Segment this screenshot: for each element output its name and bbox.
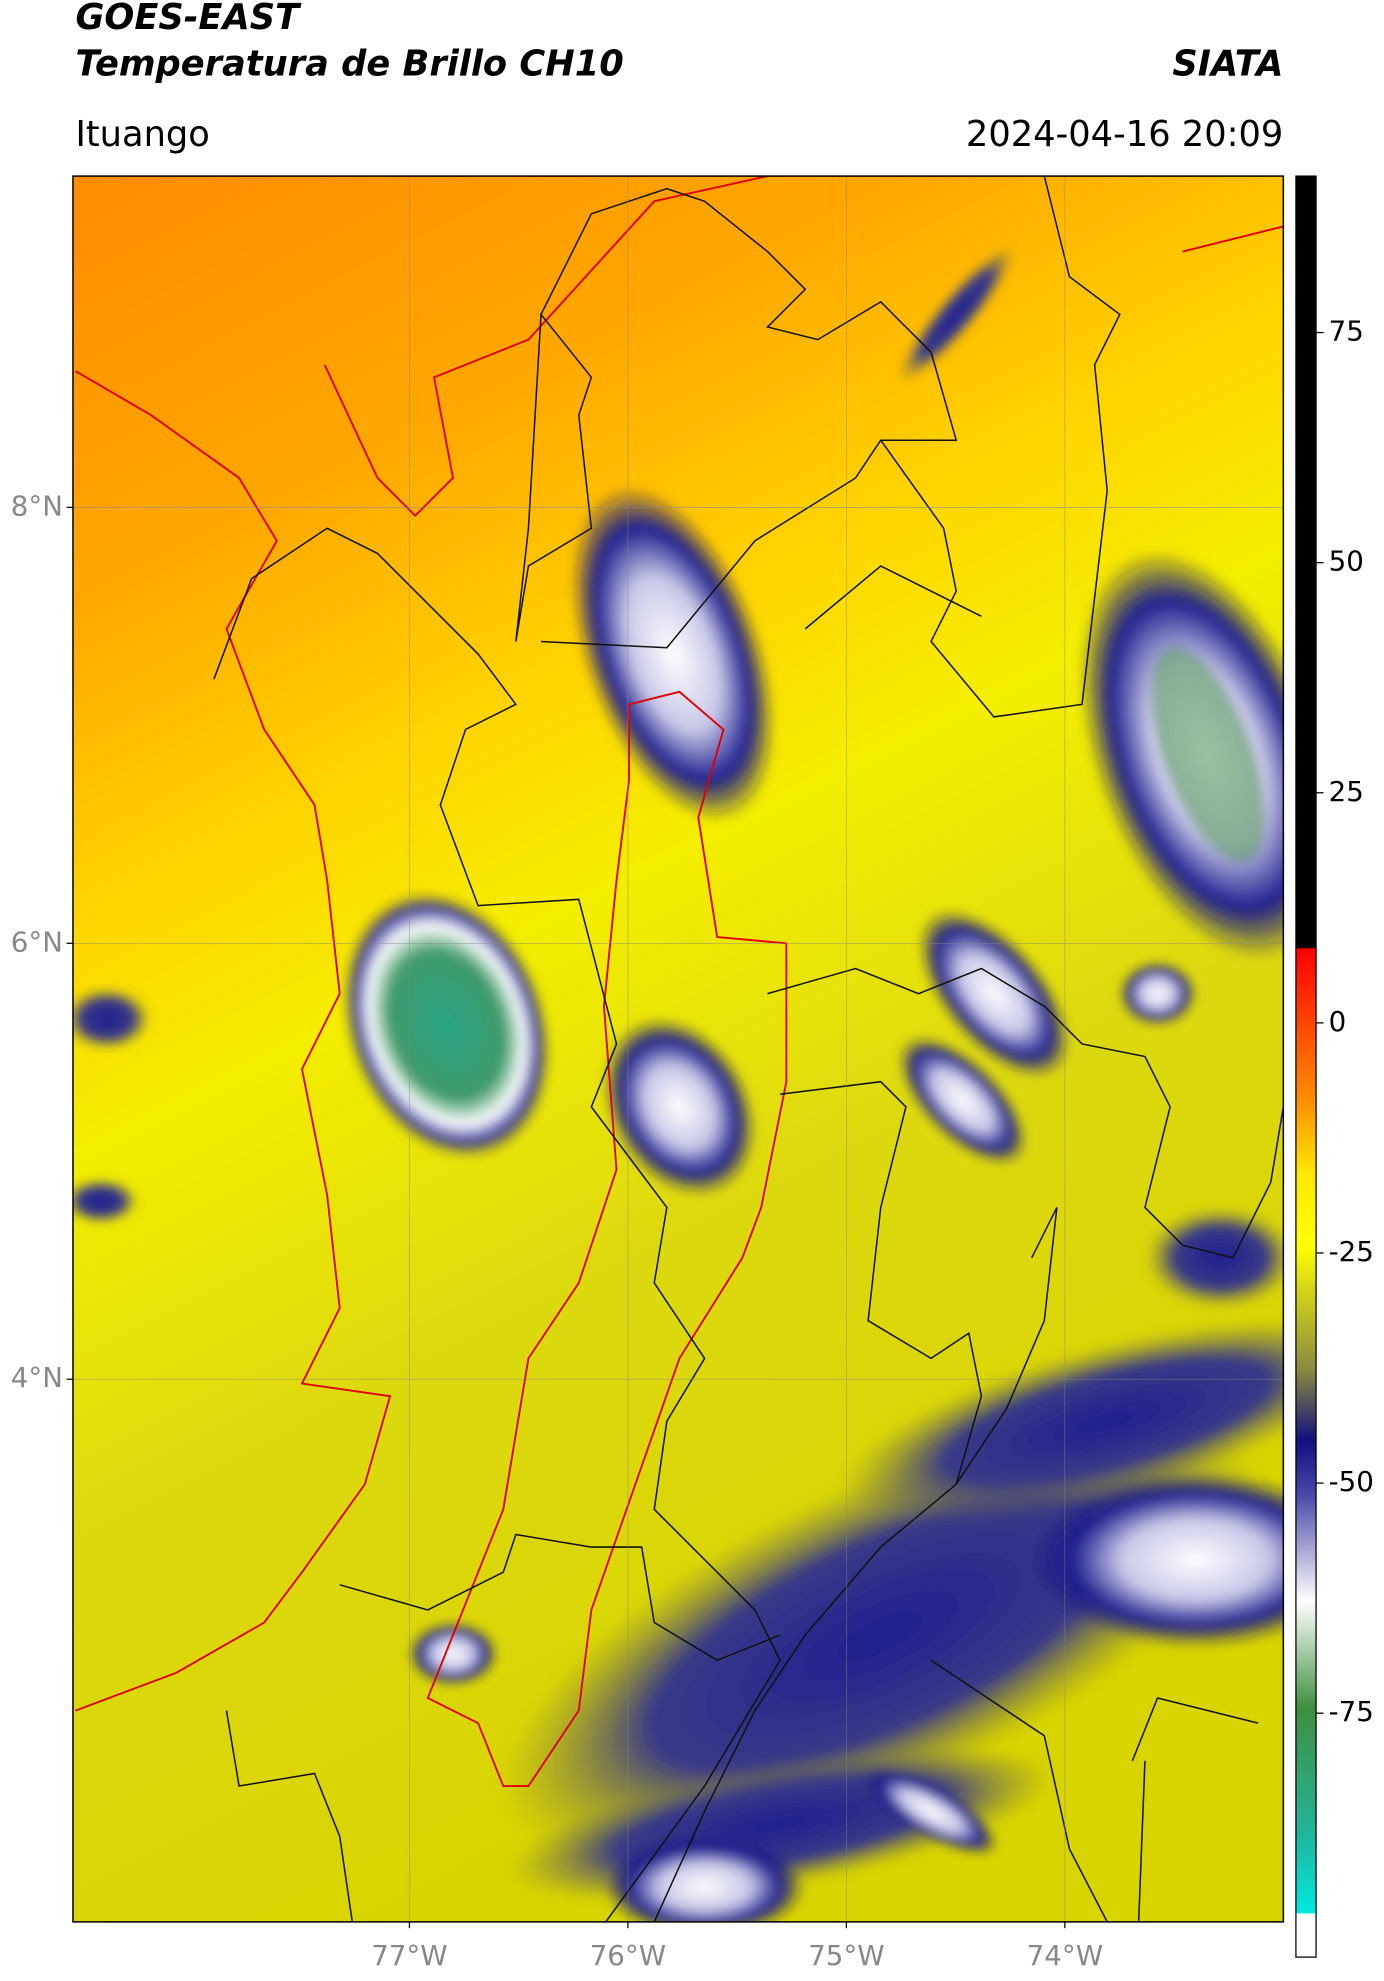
colorbar-label: -75 (1329, 1695, 1374, 1728)
colorbar-label: 50 (1329, 545, 1364, 578)
grid (72, 176, 1284, 1922)
lon-label: 76°W (590, 1939, 666, 1972)
colorbar-label: 25 (1329, 775, 1364, 808)
lat-label: 8°N (11, 489, 63, 522)
lat-label: 4°N (11, 1361, 63, 1394)
colorbar-label: 75 (1329, 315, 1364, 348)
source: SIATA (1172, 43, 1283, 84)
title: GOES-EAST (75, 0, 302, 38)
lon-label: 75°W (808, 1939, 884, 1972)
lon-label: 77°W (371, 1939, 447, 1972)
map-field (72, 176, 1284, 1922)
map-frame (72, 175, 1285, 1923)
location: Ituango (75, 114, 209, 155)
colorbar-label: -50 (1329, 1465, 1374, 1498)
colorbar-label: -25 (1329, 1235, 1374, 1268)
subtitle: Temperatura de Brillo CH10 (75, 43, 623, 84)
lat-label: 6°N (11, 925, 63, 958)
colorbar-label: 0 (1329, 1005, 1347, 1038)
colorbar (1295, 175, 1317, 1958)
datetime: 2024-04-16 20:09 (966, 114, 1283, 155)
lon-label: 74°W (1027, 1939, 1103, 1972)
